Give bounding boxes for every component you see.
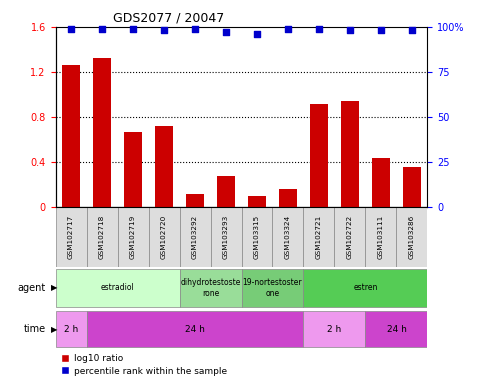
FancyBboxPatch shape	[334, 207, 366, 267]
Point	[191, 26, 199, 32]
Point	[98, 26, 106, 32]
Text: 24 h: 24 h	[386, 325, 406, 334]
FancyBboxPatch shape	[242, 207, 272, 267]
Point	[408, 27, 416, 33]
FancyBboxPatch shape	[86, 207, 117, 267]
Text: GSM103293: GSM103293	[223, 215, 229, 259]
Text: ▶: ▶	[51, 325, 57, 334]
Text: GSM102721: GSM102721	[316, 215, 322, 259]
Text: dihydrotestoste
rone: dihydrotestoste rone	[180, 278, 241, 298]
Text: 24 h: 24 h	[185, 325, 205, 334]
Bar	[62, 65, 80, 207]
FancyBboxPatch shape	[180, 269, 242, 307]
Text: estradiol: estradiol	[100, 283, 134, 293]
Bar	[279, 189, 297, 207]
Bar	[341, 101, 359, 207]
Text: 2 h: 2 h	[327, 325, 341, 334]
Point	[222, 29, 230, 35]
Text: ▶: ▶	[51, 283, 57, 293]
Text: GSM103111: GSM103111	[378, 215, 384, 259]
Text: GSM103286: GSM103286	[409, 215, 415, 259]
FancyBboxPatch shape	[303, 269, 427, 307]
FancyBboxPatch shape	[303, 207, 334, 267]
Bar	[186, 194, 204, 207]
Point	[253, 31, 261, 37]
Point	[160, 27, 168, 33]
FancyBboxPatch shape	[303, 311, 366, 348]
FancyBboxPatch shape	[56, 269, 180, 307]
Text: GSM103292: GSM103292	[192, 215, 198, 259]
Point	[346, 27, 354, 33]
Bar	[248, 196, 266, 207]
Bar	[124, 132, 142, 207]
Point	[284, 26, 292, 32]
FancyBboxPatch shape	[56, 311, 86, 348]
Point	[129, 26, 137, 32]
Text: GSM102718: GSM102718	[99, 215, 105, 259]
Bar	[155, 126, 173, 207]
Bar	[403, 167, 421, 207]
Text: 2 h: 2 h	[64, 325, 78, 334]
Text: GSM103315: GSM103315	[254, 215, 260, 259]
FancyBboxPatch shape	[180, 207, 211, 267]
FancyBboxPatch shape	[211, 207, 242, 267]
FancyBboxPatch shape	[272, 207, 303, 267]
FancyBboxPatch shape	[149, 207, 180, 267]
Text: GSM102720: GSM102720	[161, 215, 167, 259]
FancyBboxPatch shape	[242, 269, 303, 307]
FancyBboxPatch shape	[56, 207, 86, 267]
Text: estren: estren	[353, 283, 378, 293]
FancyBboxPatch shape	[366, 207, 397, 267]
Text: GSM103324: GSM103324	[285, 215, 291, 259]
Bar	[93, 58, 112, 207]
Text: 19-nortestoster
one: 19-nortestoster one	[242, 278, 302, 298]
Text: GSM102722: GSM102722	[347, 215, 353, 259]
FancyBboxPatch shape	[397, 207, 427, 267]
FancyBboxPatch shape	[86, 311, 303, 348]
Legend: log10 ratio, percentile rank within the sample: log10 ratio, percentile rank within the …	[60, 354, 227, 376]
Text: time: time	[24, 324, 46, 334]
Text: GDS2077 / 20047: GDS2077 / 20047	[114, 12, 225, 25]
Text: GSM102717: GSM102717	[68, 215, 74, 259]
Text: GSM102719: GSM102719	[130, 215, 136, 259]
Point	[315, 26, 323, 32]
FancyBboxPatch shape	[366, 311, 427, 348]
Point	[377, 27, 385, 33]
Bar	[217, 176, 235, 207]
Point	[67, 26, 75, 32]
FancyBboxPatch shape	[117, 207, 149, 267]
Text: agent: agent	[18, 283, 46, 293]
Bar	[310, 104, 328, 207]
Bar	[372, 158, 390, 207]
